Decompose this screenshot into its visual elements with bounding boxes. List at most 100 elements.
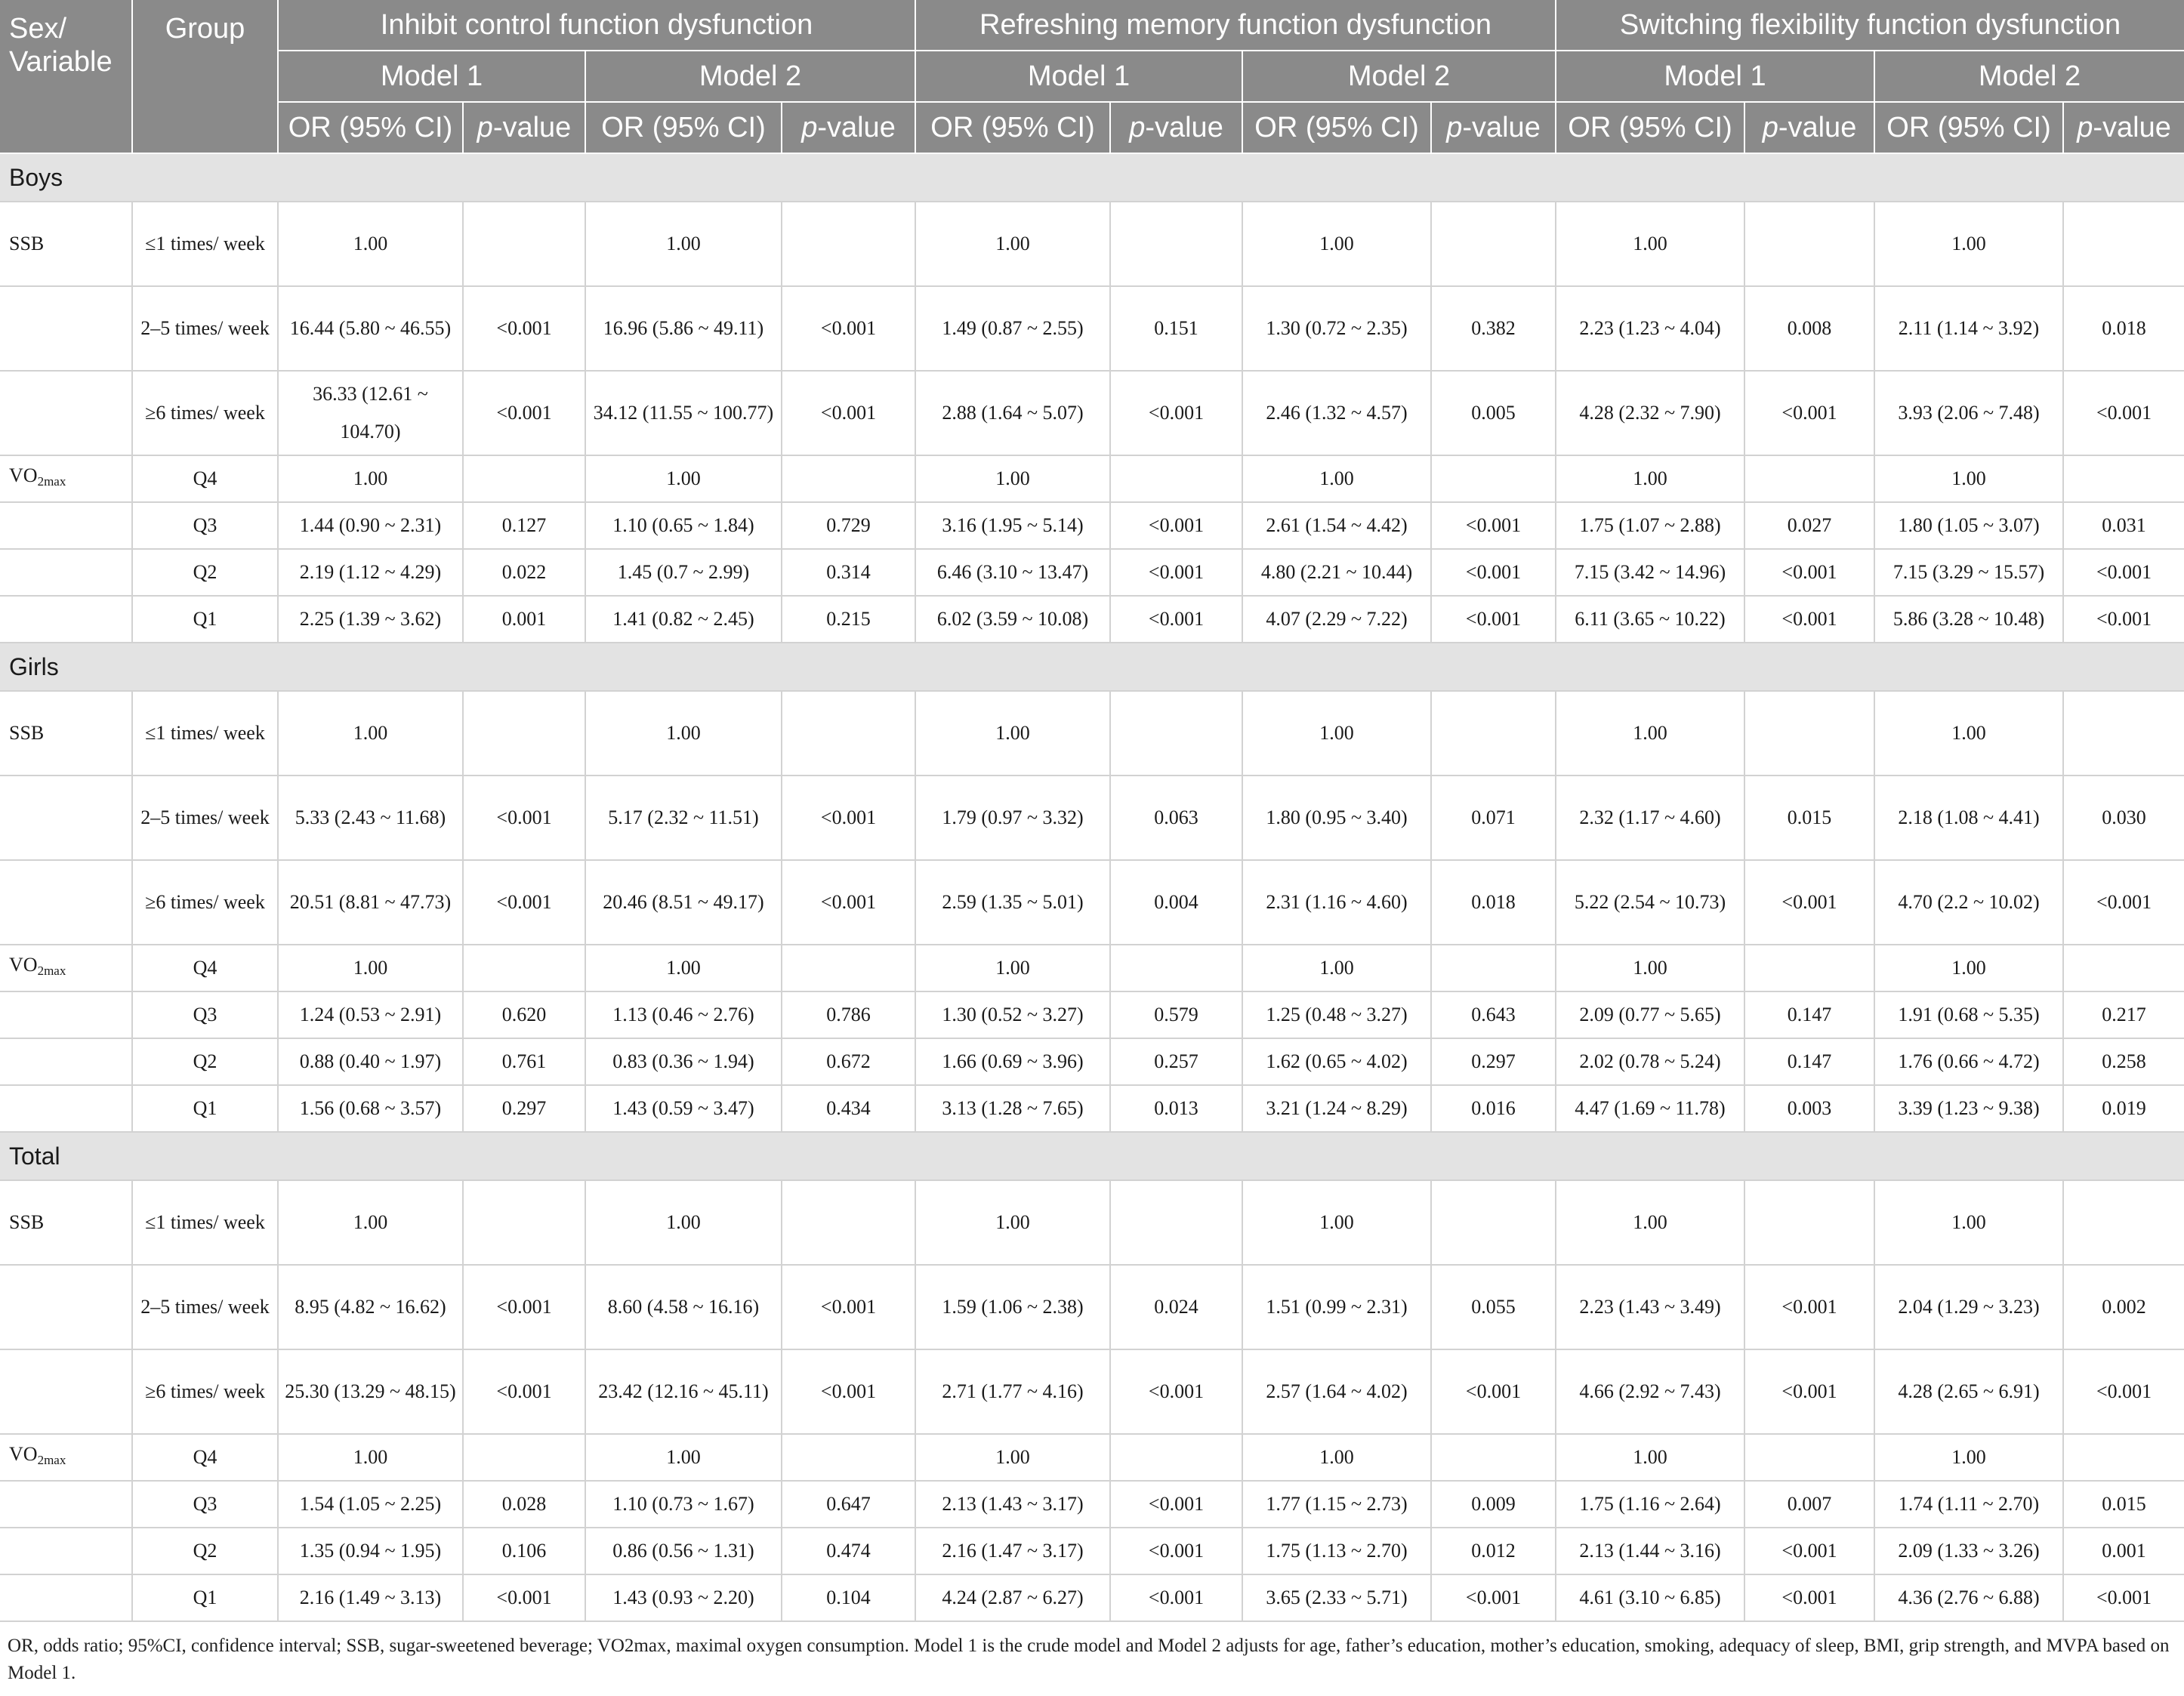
p-value-cell: <0.001 bbox=[782, 776, 917, 861]
table-row: Q2 0.88 (0.40 ~ 1.97) 0.761 0.83 (0.36 ~ 1.… bbox=[0, 1038, 2184, 1086]
p-value-cell bbox=[1431, 455, 1557, 503]
p-value-cell: <0.001 bbox=[2063, 549, 2184, 597]
or-ci-cell: 1.35 (0.94 ~ 1.95) bbox=[278, 1528, 464, 1575]
header-row-stats: OR (95% CI) p-value OR (95% CI) p-value OR (… bbox=[0, 102, 2184, 154]
p-value-cell bbox=[463, 945, 586, 992]
or-ci-cell: 2.13 (1.44 ~ 3.16) bbox=[1556, 1528, 1746, 1575]
p-value-cell: <0.001 bbox=[1110, 371, 1244, 456]
table-row: ≥6 times/ week 25.30 (13.29 ~ 48.15) <0.00… bbox=[0, 1349, 2184, 1435]
p-value-cell bbox=[1744, 945, 1876, 992]
header-switching-flexibility: Switching flexibility function dysfuncti… bbox=[1556, 0, 2184, 51]
or-ci-cell: 1.00 bbox=[915, 455, 1112, 503]
header-p-italic: p bbox=[801, 111, 818, 143]
p-value-cell bbox=[1431, 1180, 1557, 1266]
p-value-cell bbox=[463, 1434, 586, 1482]
table-row: Q2 2.19 (1.12 ~ 4.29) 0.022 1.45 (0.7 ~ 2.9… bbox=[0, 549, 2184, 597]
or-ci-cell: 4.24 (2.87 ~ 6.27) bbox=[915, 1574, 1112, 1622]
variable-cell bbox=[0, 596, 133, 643]
p-value-cell: 0.015 bbox=[1744, 776, 1876, 861]
p-value-cell: <0.001 bbox=[463, 860, 586, 945]
variable-cell bbox=[0, 1085, 133, 1133]
p-value-cell: 0.620 bbox=[463, 991, 586, 1039]
p-value-cell: <0.001 bbox=[2063, 1349, 2184, 1435]
header-p-value: p-value bbox=[1744, 102, 1876, 154]
or-ci-cell: 1.30 (0.72 ~ 2.35) bbox=[1242, 286, 1433, 372]
or-ci-cell: 2.46 (1.32 ~ 4.57) bbox=[1242, 371, 1433, 456]
p-value-cell bbox=[782, 945, 917, 992]
p-value-cell bbox=[782, 691, 917, 776]
header-row-functions: Sex/ Variable Group Inhibit control func… bbox=[0, 0, 2184, 154]
p-value-cell: 0.027 bbox=[1744, 502, 1876, 550]
or-ci-cell: 8.95 (4.82 ~ 16.62) bbox=[278, 1265, 464, 1350]
header-p-value: p-value bbox=[782, 102, 917, 154]
or-ci-cell: 1.00 bbox=[585, 945, 782, 992]
variable-cell bbox=[0, 371, 133, 456]
p-value-cell: 0.012 bbox=[1431, 1528, 1557, 1575]
or-ci-cell: 1.00 bbox=[915, 945, 1112, 992]
or-ci-cell: 1.00 bbox=[1556, 945, 1746, 992]
or-ci-cell: 23.42 (12.16 ~ 45.11) bbox=[585, 1349, 782, 1435]
variable-cell bbox=[0, 1528, 133, 1575]
or-ci-cell: 1.24 (0.53 ~ 2.91) bbox=[278, 991, 464, 1039]
or-ci-cell: 1.00 bbox=[278, 945, 464, 992]
group-cell: ≤1 times/ week bbox=[132, 691, 279, 776]
or-ci-cell: 7.15 (3.29 ~ 15.57) bbox=[1874, 549, 2065, 597]
p-value-cell bbox=[2063, 945, 2184, 992]
p-value-cell: <0.001 bbox=[1431, 1349, 1557, 1435]
or-ci-cell: 1.43 (0.93 ~ 2.20) bbox=[585, 1574, 782, 1622]
variable-cell bbox=[0, 549, 133, 597]
or-ci-cell: 1.75 (1.16 ~ 2.64) bbox=[1556, 1481, 1746, 1528]
p-value-cell: <0.001 bbox=[463, 286, 586, 372]
p-value-cell bbox=[2063, 1180, 2184, 1266]
or-ci-cell: 5.17 (2.32 ~ 11.51) bbox=[585, 776, 782, 861]
header-model-2: Model 2 bbox=[1874, 51, 2184, 103]
header-model-1: Model 1 bbox=[915, 51, 1244, 103]
header-p-value: p-value bbox=[2063, 102, 2184, 154]
p-value-cell: 0.019 bbox=[2063, 1085, 2184, 1133]
p-value-cell: 0.643 bbox=[1431, 991, 1557, 1039]
or-ci-cell: 1.59 (1.06 ~ 2.38) bbox=[915, 1265, 1112, 1350]
or-ci-cell: 1.00 bbox=[278, 1434, 464, 1482]
header-group: Group bbox=[132, 0, 279, 154]
p-value-cell: 0.217 bbox=[2063, 991, 2184, 1039]
header-or-ci: OR (95% CI) bbox=[1874, 102, 2065, 154]
or-ci-cell: 1.00 bbox=[915, 1180, 1112, 1266]
p-value-cell: 0.786 bbox=[782, 991, 917, 1039]
or-ci-cell: 1.77 (1.15 ~ 2.73) bbox=[1242, 1481, 1433, 1528]
or-ci-cell: 4.28 (2.32 ~ 7.90) bbox=[1556, 371, 1746, 456]
or-ci-cell: 1.66 (0.69 ~ 3.96) bbox=[915, 1038, 1112, 1086]
or-ci-cell: 1.75 (1.07 ~ 2.88) bbox=[1556, 502, 1746, 550]
variable-cell: VO2max bbox=[0, 945, 133, 992]
p-value-cell: <0.001 bbox=[1431, 549, 1557, 597]
group-cell: Q1 bbox=[132, 1574, 279, 1622]
variable-cell bbox=[0, 286, 133, 372]
p-value-cell: 0.008 bbox=[1744, 286, 1876, 372]
or-ci-cell: 1.00 bbox=[1242, 691, 1433, 776]
p-value-cell: 0.031 bbox=[2063, 502, 2184, 550]
header-p-italic: p bbox=[477, 111, 493, 143]
table-row: SSB ≤1 times/ week 1.00 1.00 1.00 1.00 1.00 1.0… bbox=[0, 202, 2184, 287]
or-ci-cell: 2.59 (1.35 ~ 5.01) bbox=[915, 860, 1112, 945]
p-value-cell bbox=[1744, 691, 1876, 776]
or-ci-cell: 4.66 (2.92 ~ 7.43) bbox=[1556, 1349, 1746, 1435]
p-value-cell: <0.001 bbox=[1110, 1481, 1244, 1528]
table-row: Q1 2.25 (1.39 ~ 3.62) 0.001 1.41 (0.82 ~ 2.… bbox=[0, 596, 2184, 643]
table-row: VO2max Q4 1.00 1.00 1.00 1.00 1.00 1.00 bbox=[0, 1434, 2184, 1482]
or-ci-cell: 5.33 (2.43 ~ 11.68) bbox=[278, 776, 464, 861]
or-ci-cell: 1.00 bbox=[1556, 202, 1746, 287]
p-value-cell: 0.106 bbox=[463, 1528, 586, 1575]
p-value-cell bbox=[1431, 945, 1557, 992]
p-value-cell: <0.001 bbox=[1110, 1349, 1244, 1435]
results-table: Sex/ Variable Group Inhibit control func… bbox=[0, 0, 2184, 1622]
p-value-cell bbox=[1110, 691, 1244, 776]
or-ci-cell: 5.86 (3.28 ~ 10.48) bbox=[1874, 596, 2065, 643]
p-value-cell: <0.001 bbox=[1744, 860, 1876, 945]
or-ci-cell: 2.88 (1.64 ~ 5.07) bbox=[915, 371, 1112, 456]
table-row: Q3 1.54 (1.05 ~ 2.25) 0.028 1.10 (0.73 ~ 1.… bbox=[0, 1481, 2184, 1528]
or-ci-cell: 2.02 (0.78 ~ 5.24) bbox=[1556, 1038, 1746, 1086]
or-ci-cell: 1.00 bbox=[1874, 202, 2065, 287]
or-ci-cell: 3.93 (2.06 ~ 7.48) bbox=[1874, 371, 2065, 456]
variable-cell bbox=[0, 776, 133, 861]
p-value-cell bbox=[782, 1180, 917, 1266]
table-row: 2–5 times/ week 5.33 (2.43 ~ 11.68) <0.001… bbox=[0, 776, 2184, 861]
